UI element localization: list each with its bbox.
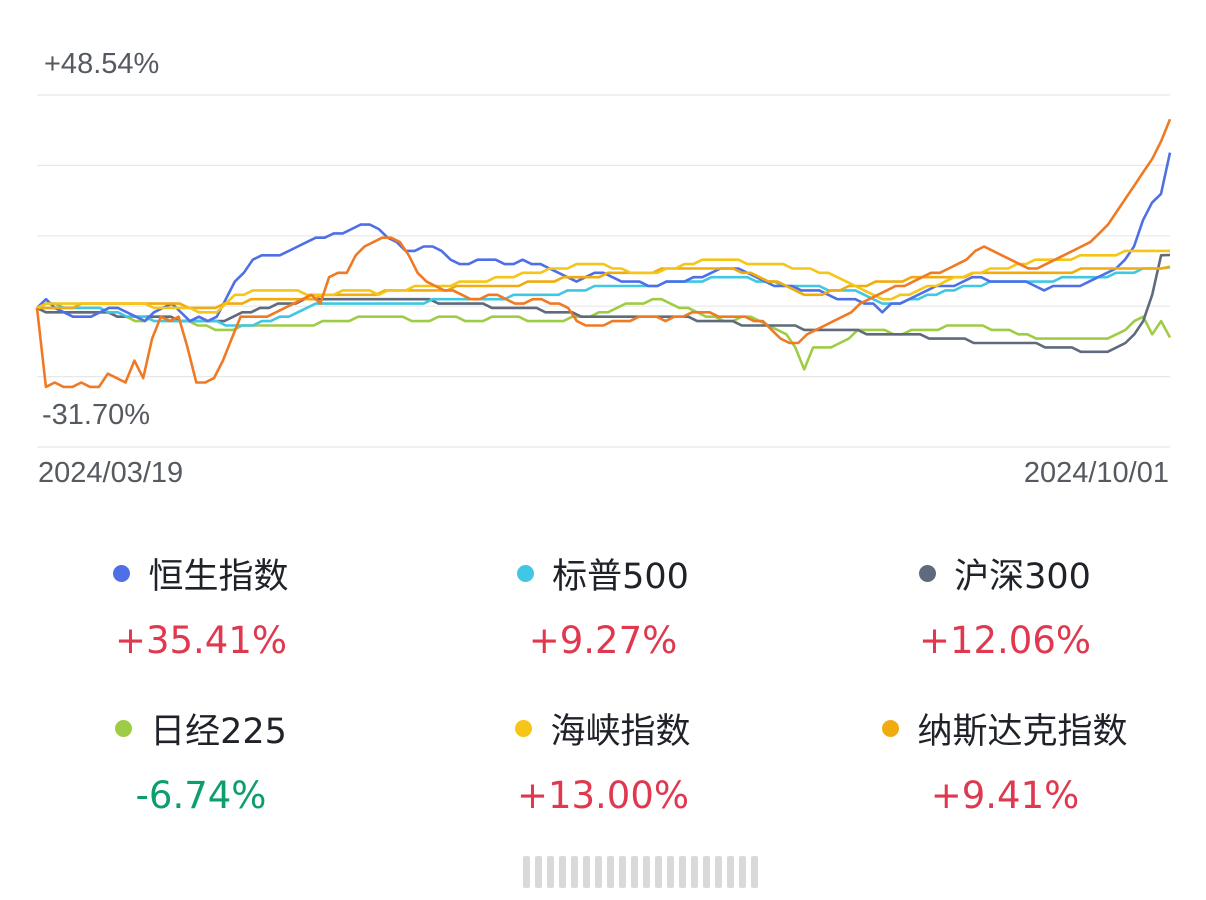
legend-dot-icon [115,720,133,737]
legend-item-nasdaq[interactable]: 纳斯达克指数 +9.41% [804,703,1206,817]
legend-dot-icon [515,720,533,737]
legend-dot-icon [919,565,937,582]
legend-item-straits-index[interactable]: 海峡指数 +13.00% [402,703,804,817]
x-axis-start-label: 2024/03/19 [38,457,184,489]
legend-name: 标普500 [552,557,689,597]
series-line-6 [35,118,1172,389]
legend-item-sp500[interactable]: 标普500 +9.27% [402,548,804,662]
y-axis-min-label: -31.70% [42,399,151,431]
legend-dot-icon [113,565,131,582]
legend-name: 日经225 [150,712,287,752]
series-line-2 [36,253,1171,354]
series-line-0 [36,152,1172,323]
legend-name: 沪深300 [954,557,1091,597]
legend-dot-icon [517,565,535,582]
legend-value: +9.27% [528,619,678,662]
legend-name: 海峡指数 [550,712,691,752]
legend-value: +13.00% [516,774,690,817]
legend-item-hang-seng[interactable]: 恒生指数 +35.41% [0,548,402,662]
legend-value: +12.06% [918,619,1092,662]
series-line-1 [36,266,1171,327]
watermark [523,856,758,888]
legend-item-csi300[interactable]: 沪深300 +12.06% [804,548,1206,662]
legend-item-nikkei225[interactable]: 日经225 -6.74% [0,703,402,817]
x-axis-end-label: 2024/10/01 [1023,457,1169,489]
legend-value: +9.41% [930,774,1080,817]
legend-value: -6.74% [135,774,267,817]
line-chart [35,94,1172,448]
legend-name: 恒生指数 [148,557,289,597]
legend-value: +35.41% [114,619,288,662]
series-line-4 [36,249,1170,314]
series-line-3 [37,297,1172,371]
legend-name: 纳斯达克指数 [917,712,1128,752]
y-axis-max-label: +48.54% [44,48,160,80]
legend-dot-icon [882,720,900,737]
